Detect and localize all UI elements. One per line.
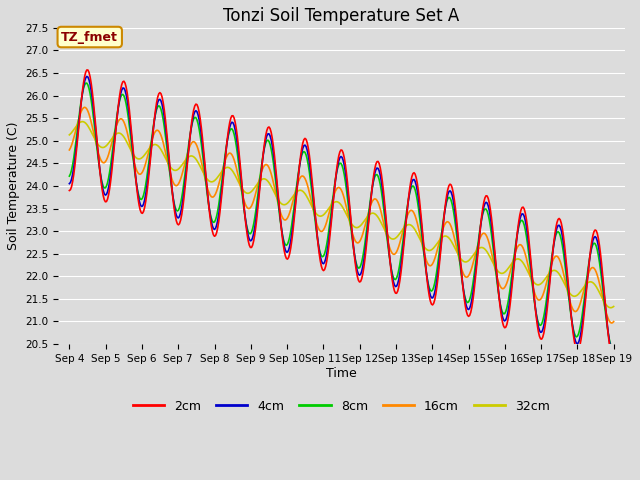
Legend: 2cm, 4cm, 8cm, 16cm, 32cm: 2cm, 4cm, 8cm, 16cm, 32cm bbox=[128, 395, 555, 418]
Title: Tonzi Soil Temperature Set A: Tonzi Soil Temperature Set A bbox=[223, 7, 460, 25]
Text: TZ_fmet: TZ_fmet bbox=[61, 31, 118, 44]
X-axis label: Time: Time bbox=[326, 367, 357, 380]
Y-axis label: Soil Temperature (C): Soil Temperature (C) bbox=[7, 122, 20, 250]
